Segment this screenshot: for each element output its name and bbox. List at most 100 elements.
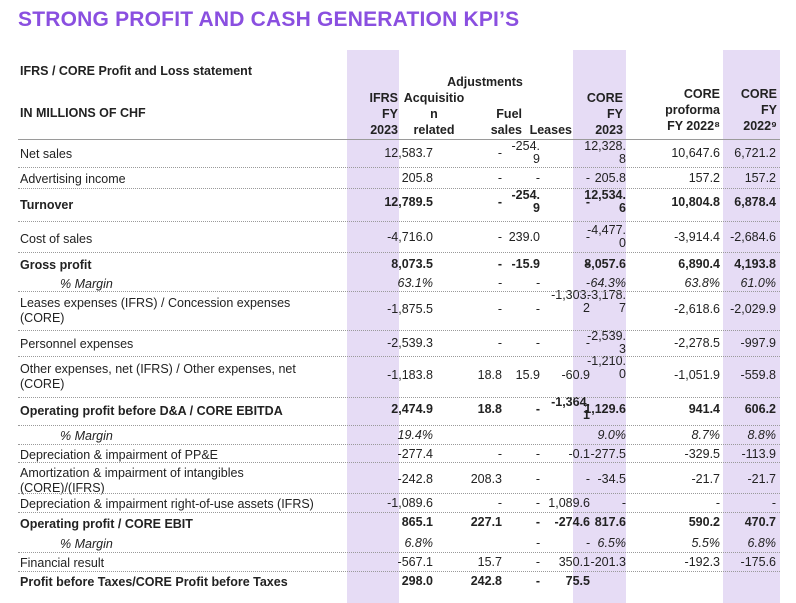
cell-value: 350.1 — [558, 555, 590, 569]
row-divider — [18, 356, 780, 357]
col-header-fuel-sales: Fuel sales — [490, 107, 522, 137]
col-header-ifrs-fy2023: IFRS FY 2023 — [369, 91, 398, 137]
cell-value: - — [585, 472, 590, 486]
cell-value: 6,890.4 — [678, 257, 720, 271]
highlight-column-core-fy2023 — [573, 50, 626, 603]
cell-value: -2,618.6 — [674, 302, 720, 316]
cell-value: 12,534. 6 — [584, 188, 626, 215]
row-label: Net sales — [20, 147, 73, 161]
row-label: Turnover — [20, 198, 74, 212]
cell-value: - — [585, 230, 590, 244]
row-label: Financial result — [20, 556, 105, 570]
cell-value: 817.6 — [594, 515, 626, 529]
cell-value: - — [621, 496, 626, 510]
row-divider — [18, 167, 780, 168]
cell-value: 6.8% — [747, 536, 777, 550]
cell-value: 5.5% — [691, 536, 721, 550]
cell-value: 6,878.4 — [734, 195, 776, 209]
cell-value: 157.2 — [744, 171, 776, 185]
cell-value: 205.8 — [594, 171, 626, 185]
page-title: STRONG PROFIT AND CASH GENERATION KPI’S — [18, 8, 520, 31]
cell-value: -1,875.5 — [387, 302, 433, 316]
cell-value: -567.1 — [397, 555, 433, 569]
row-divider — [18, 444, 780, 445]
cell-value: -1,364. 1 — [551, 395, 590, 422]
cell-value: -2,684.6 — [730, 230, 776, 244]
cell-value: - — [535, 276, 540, 290]
cell-value: - — [535, 336, 540, 350]
row-label: % Margin — [60, 277, 113, 291]
cell-value: -15.9 — [511, 257, 541, 271]
cell-value: -1,210. 0 — [587, 354, 626, 381]
row-label: Advertising income — [20, 172, 126, 186]
row-divider — [18, 493, 780, 494]
row-divider — [18, 252, 780, 253]
cell-value: - — [497, 146, 502, 160]
units-label: IN MILLIONS OF CHF — [20, 106, 146, 120]
cell-value: 75.5 — [565, 574, 590, 588]
cell-value: 4,193.8 — [734, 257, 776, 271]
cell-value: -192.3 — [684, 555, 720, 569]
cell-value: 8.8% — [747, 428, 777, 442]
cell-value: 2,474.9 — [391, 402, 433, 416]
cell-value: 12,583.7 — [384, 146, 433, 160]
cell-value: 941.4 — [688, 402, 720, 416]
cell-value: -997.9 — [740, 336, 776, 350]
cell-value: - — [497, 171, 502, 185]
cell-value: - — [535, 402, 540, 416]
cell-value: 470.7 — [744, 515, 776, 529]
cell-value: - — [535, 472, 540, 486]
row-label: % Margin — [60, 537, 113, 551]
cell-value: -2,278.5 — [674, 336, 720, 350]
row-divider — [18, 188, 780, 189]
col-header-leases: Leases — [529, 123, 572, 137]
row-divider — [18, 425, 780, 426]
col-header-core-fy2023: CORE FY 2023 — [586, 91, 623, 137]
cell-value: - — [535, 515, 540, 529]
cell-value: - — [771, 496, 776, 510]
cell-value: -274.6 — [554, 515, 590, 529]
cell-value: -4,477. 0 — [587, 223, 626, 250]
cell-value: 10,804.8 — [671, 195, 720, 209]
cell-value: -559.8 — [740, 368, 776, 382]
cell-value: -277.5 — [590, 447, 626, 461]
cell-value: -2,539. 3 — [587, 329, 626, 356]
cell-value: - — [497, 336, 502, 350]
cell-value: - — [497, 302, 502, 316]
cell-value: - — [585, 276, 590, 290]
cell-value: -2,539.3 — [387, 336, 433, 350]
cell-value: 9.0% — [597, 428, 627, 442]
cell-value: - — [585, 336, 590, 350]
cell-value: 15.7 — [477, 555, 502, 569]
cell-value: 6.8% — [404, 536, 434, 550]
cell-value: 18.8 — [477, 368, 502, 382]
highlight-column-core-fy2022 — [723, 50, 780, 603]
cell-value: - — [585, 257, 590, 271]
row-divider — [18, 221, 780, 222]
cell-value: 242.8 — [470, 574, 502, 588]
row-divider — [18, 397, 780, 398]
cell-value: 157.2 — [688, 171, 720, 185]
cell-value: 64.3% — [590, 276, 626, 290]
cell-value: - — [497, 195, 502, 209]
row-label: Personnel expenses — [20, 337, 134, 351]
cell-value: 15.9 — [515, 368, 540, 382]
cell-value: - — [715, 496, 720, 510]
cell-value: 8,057.6 — [584, 257, 626, 271]
row-divider — [18, 462, 780, 463]
col-header-core-fy2022: CORE FY 2022⁹ — [740, 87, 777, 133]
cell-value: - — [585, 195, 590, 209]
cell-value: -2,029.9 — [730, 302, 776, 316]
row-label: Operating profit / CORE EBIT — [20, 517, 193, 531]
cell-value: 10,647.6 — [671, 146, 720, 160]
row-label: Other expenses, net (IFRS) / Other expen… — [20, 362, 296, 391]
cell-value: -254. 9 — [511, 188, 541, 215]
cell-value: - — [497, 447, 502, 461]
cell-value: 239.0 — [508, 230, 540, 244]
row-divider — [18, 330, 780, 331]
cell-value: -21.7 — [691, 472, 721, 486]
cell-value: -4,716.0 — [387, 230, 433, 244]
cell-value: - — [535, 302, 540, 316]
cell-value: -277.4 — [397, 447, 433, 461]
row-divider — [18, 291, 780, 292]
